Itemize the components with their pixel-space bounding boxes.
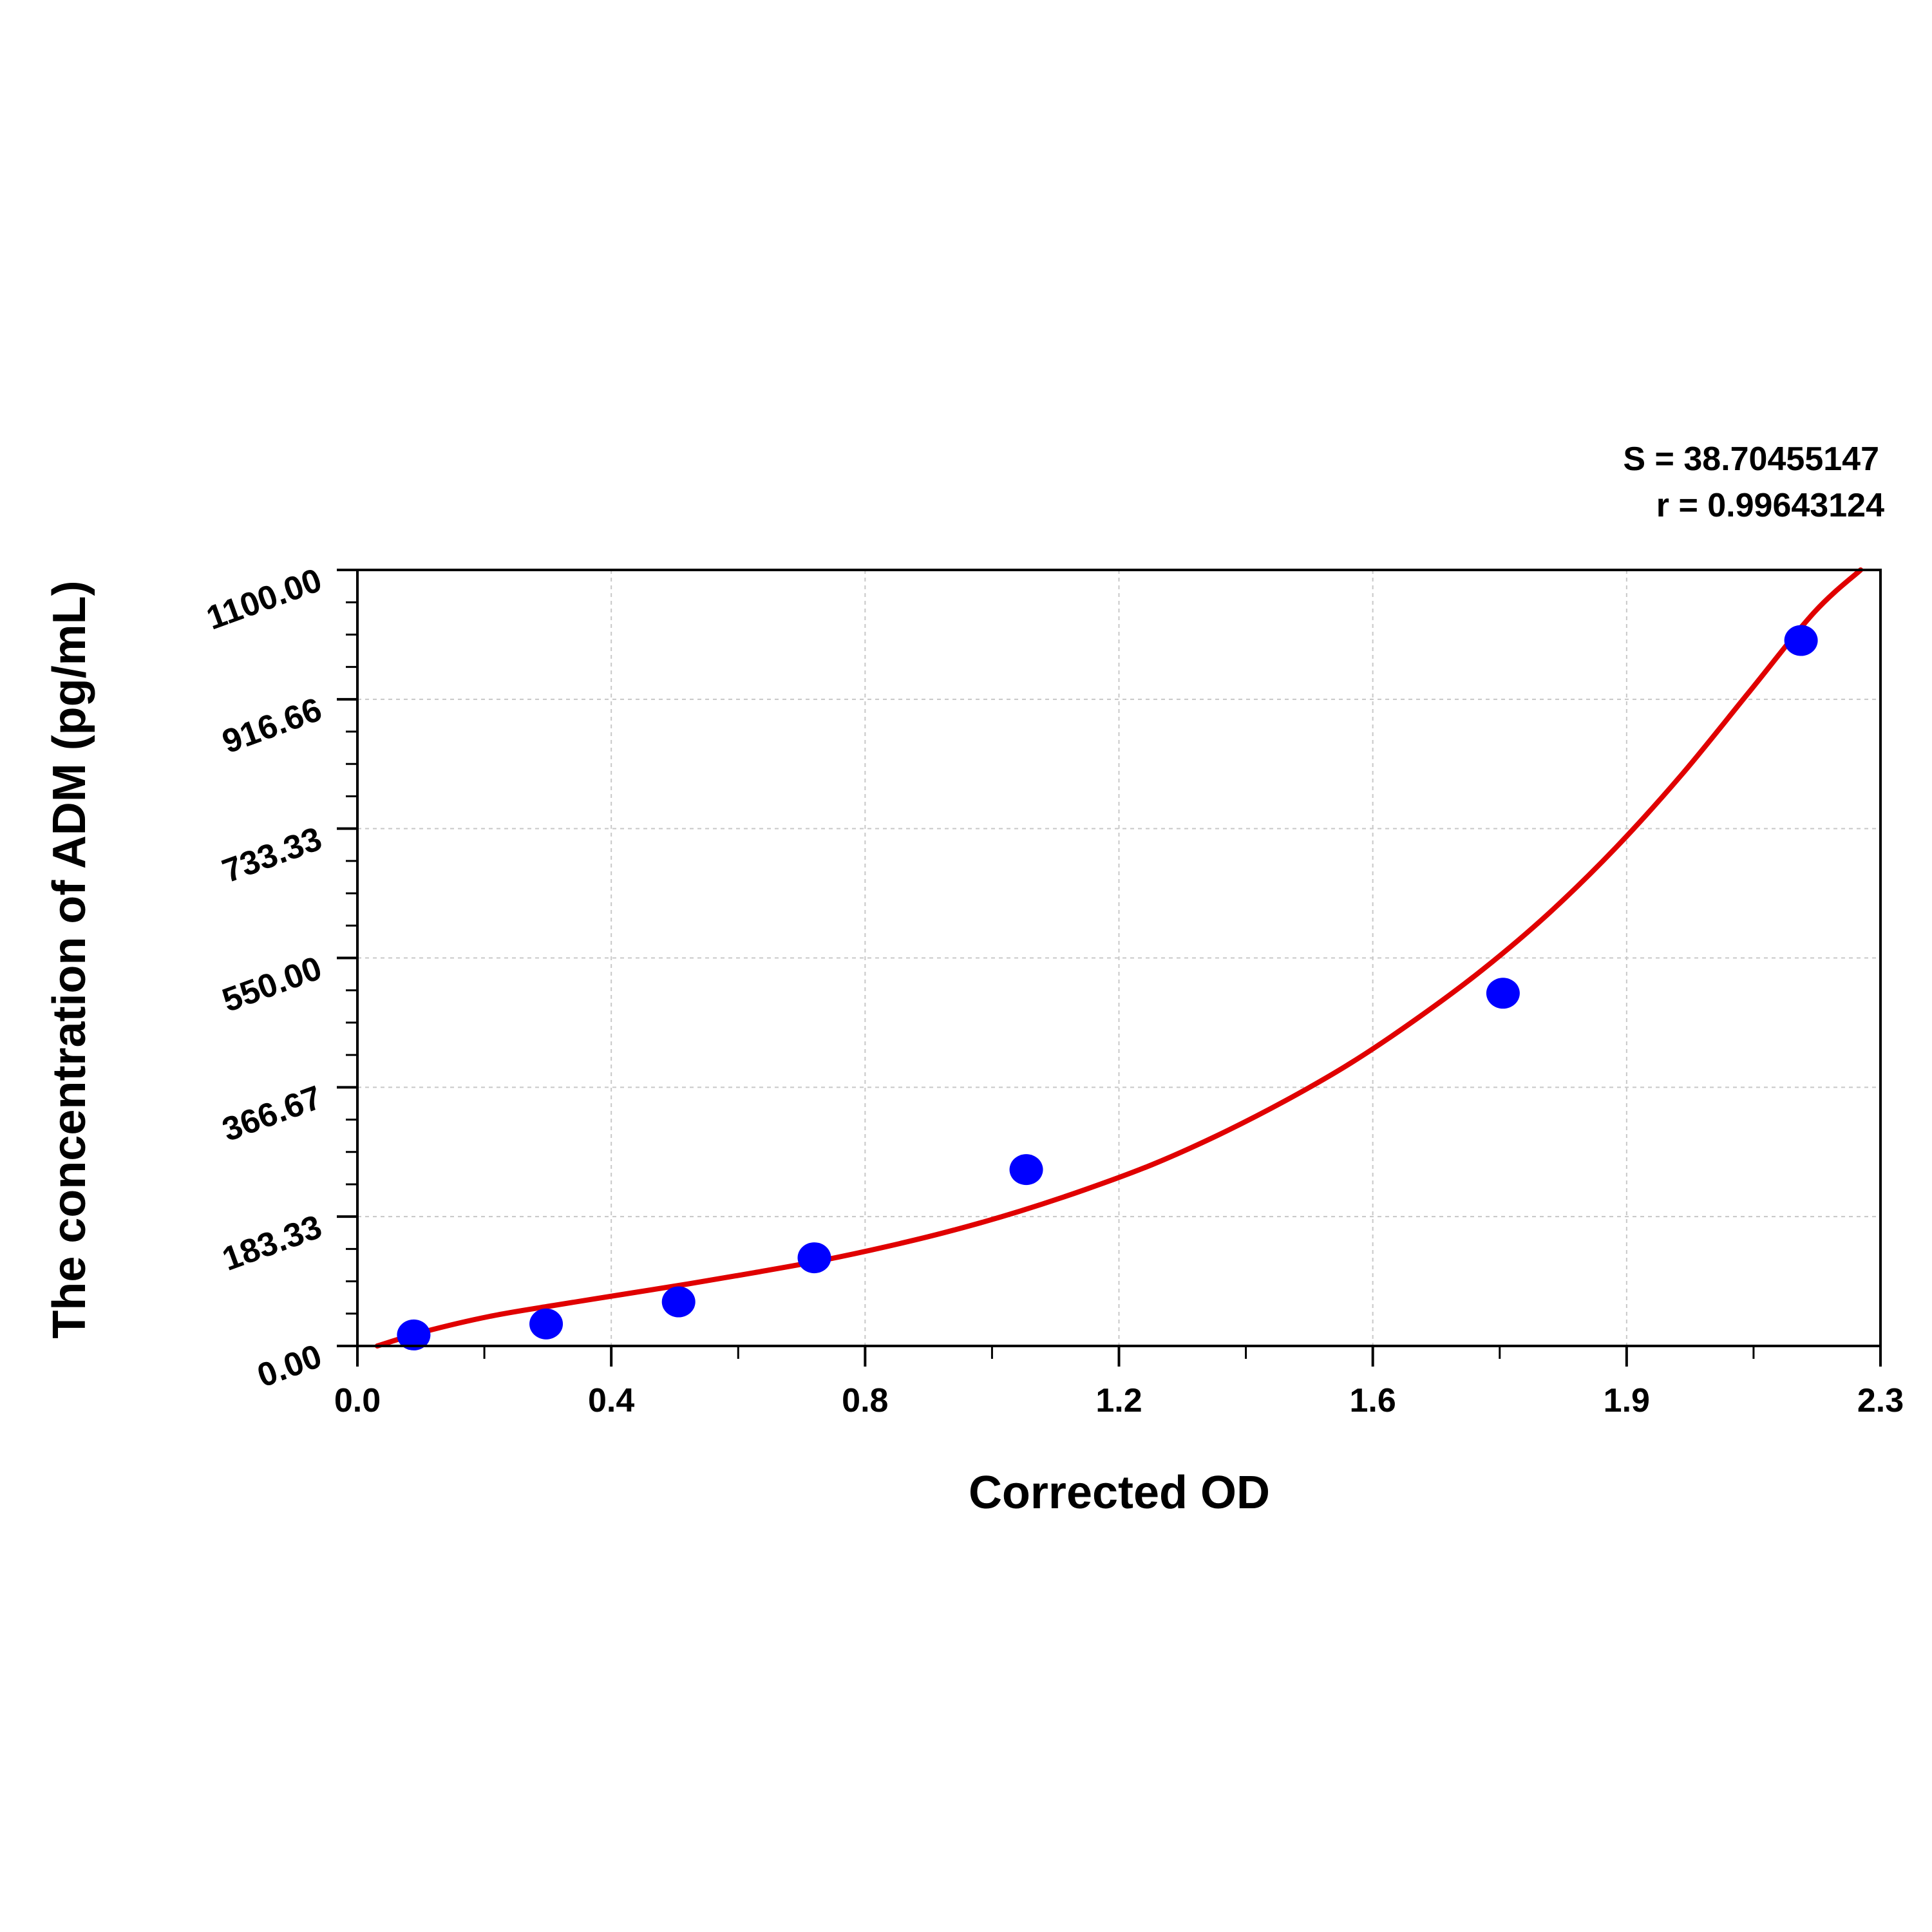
stat-r-label: r = 0.99643124 xyxy=(1656,487,1884,524)
x-tick-label: 0.4 xyxy=(588,1382,634,1419)
y-tick-label: 916.66 xyxy=(218,691,327,761)
grid-lines xyxy=(357,570,1880,1346)
x-tick-label: 1.6 xyxy=(1350,1382,1396,1419)
y-tick-label: 183.33 xyxy=(218,1208,327,1278)
y-axis-title: The concentration of ADM (pg/mL) xyxy=(44,580,95,1338)
data-point xyxy=(661,1286,696,1318)
data-point xyxy=(397,1319,431,1350)
x-tick-label: 0.0 xyxy=(334,1382,381,1419)
x-tick-label: 0.8 xyxy=(842,1382,888,1419)
x-axis-title: Corrected OD xyxy=(969,1467,1270,1519)
fit-curve xyxy=(374,567,1864,1349)
data-points-layer xyxy=(397,625,1818,1350)
x-tick-label: 1.9 xyxy=(1604,1382,1650,1419)
data-point xyxy=(797,1242,831,1274)
y-tick-label: 550.00 xyxy=(218,949,327,1019)
data-point xyxy=(529,1308,564,1340)
y-tick-label: 733.33 xyxy=(218,820,327,890)
data-point xyxy=(1009,1154,1043,1186)
y-tick-label: 0.00 xyxy=(252,1338,327,1395)
x-axis-ticks: 0.0 0.4 0.8 1.2 1.6 1.9 2.3 xyxy=(334,1346,1904,1419)
data-point xyxy=(1486,978,1520,1009)
y-axis-ticks: 0.00 183.33 366.67 550.00 733.33 916.66 1100.0… xyxy=(202,562,357,1395)
x-tick-label: 1.2 xyxy=(1095,1382,1142,1419)
y-tick-label: 366.67 xyxy=(218,1079,327,1149)
fit-curve-layer xyxy=(374,567,1864,1349)
x-tick-label: 2.3 xyxy=(1857,1382,1904,1419)
stat-s-label: S = 38.70455147 xyxy=(1623,440,1879,478)
data-point xyxy=(1784,625,1818,656)
y-tick-label: 1100.00 xyxy=(202,562,327,638)
